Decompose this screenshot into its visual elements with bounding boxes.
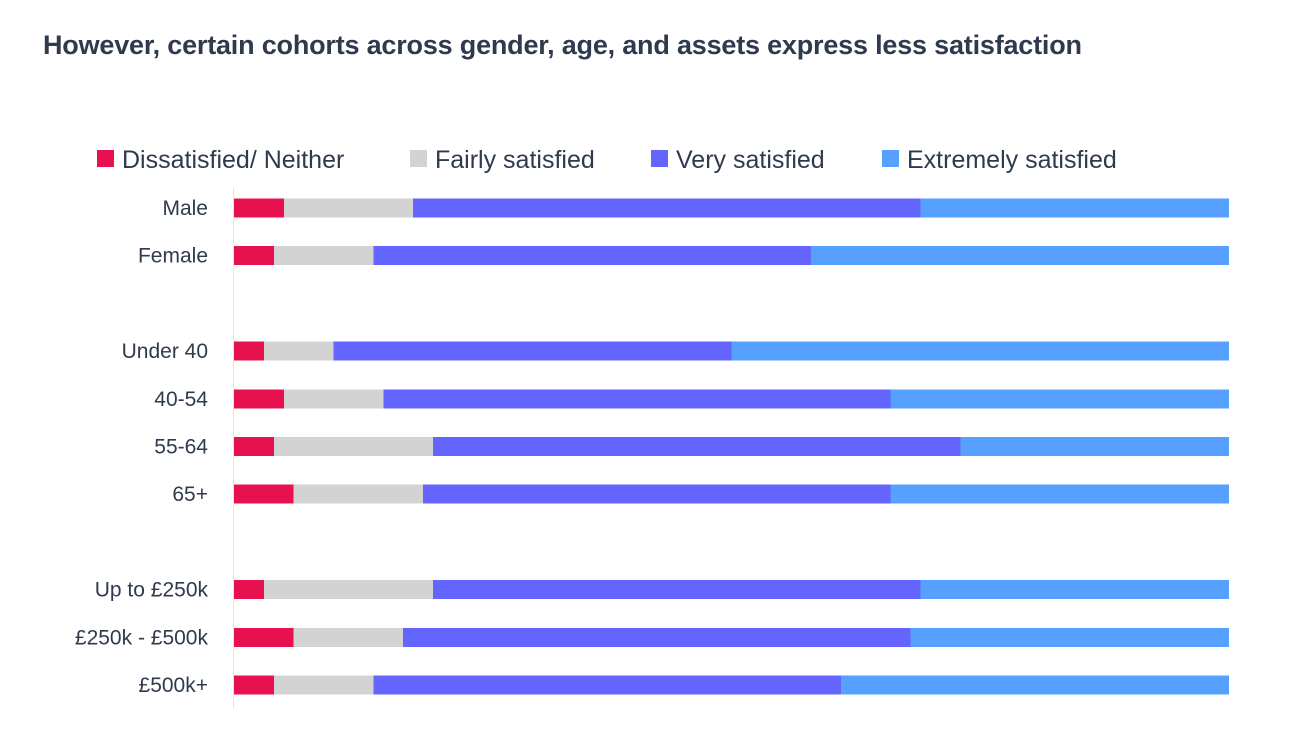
legend-swatch-fairly-satisfied [410, 150, 427, 167]
bar-row-male [234, 198, 1229, 218]
bar-row-55-64 [234, 437, 1229, 456]
bar-segment-male-very-satisfied [413, 198, 921, 218]
bar-segment-gbp500k-extremely-satisfied [840, 675, 1229, 695]
category-label-65: 65+ [172, 483, 208, 506]
bar-segment-male-extremely-satisfied [920, 198, 1229, 218]
bar-segment-65-very-satisfied [423, 484, 891, 504]
bar-segment-female-extremely-satisfied [811, 246, 1229, 266]
bar-segment-gbp500k-very-satisfied [373, 675, 841, 695]
chart-title: However, certain cohorts across gender, … [43, 30, 1082, 60]
bar-segment-gbp250k-gbp500k-dissatisfied-neither [234, 627, 294, 647]
bar-segment-55-64-extremely-satisfied [960, 437, 1229, 456]
bar-segment-female-fairly-satisfied [273, 246, 374, 266]
legend-swatch-extremely-satisfied [882, 150, 899, 167]
category-label-40-54: 40-54 [154, 388, 208, 411]
bar-segment-under-40-dissatisfied-neither [234, 341, 264, 361]
bar-row-gbp500k [234, 675, 1229, 695]
legend-swatch-very-satisfied [651, 150, 668, 167]
bar-segment-female-very-satisfied [373, 246, 812, 266]
bar-segment-55-64-dissatisfied-neither [234, 437, 274, 456]
bar-segment-55-64-fairly-satisfied [273, 437, 433, 456]
legend-label-fairly-satisfied: Fairly satisfied [435, 146, 595, 174]
bar-segment-40-54-extremely-satisfied [890, 389, 1229, 409]
bar-segment-male-fairly-satisfied [283, 198, 414, 218]
bar-row-40-54 [234, 389, 1229, 409]
bar-segment-gbp500k-dissatisfied-neither [234, 675, 274, 695]
category-label-gbp250k-gbp500k: £250k - £500k [75, 626, 209, 649]
bar-segment-65-fairly-satisfied [293, 484, 424, 504]
bar-segments [234, 198, 1229, 695]
bar-segment-65-dissatisfied-neither [234, 484, 294, 504]
bar-segment-up-to-gbp250k-very-satisfied [433, 580, 921, 600]
bar-segment-male-dissatisfied-neither [234, 198, 284, 218]
bar-row-up-to-gbp250k [234, 580, 1229, 600]
bar-segment-40-54-very-satisfied [383, 389, 891, 409]
bar-segment-under-40-extremely-satisfied [731, 341, 1229, 361]
bar-segment-up-to-gbp250k-fairly-satisfied [263, 580, 433, 600]
bar-row-gbp250k-gbp500k [234, 627, 1229, 647]
bar-segment-under-40-fairly-satisfied [263, 341, 334, 361]
bar-row-female [234, 246, 1229, 266]
category-label-female: Female [138, 245, 208, 268]
bar-segment-65-extremely-satisfied [890, 484, 1229, 504]
category-label-gbp500k: £500k+ [139, 674, 208, 697]
bar-segment-gbp250k-gbp500k-fairly-satisfied [293, 627, 404, 647]
category-label-under-40: Under 40 [122, 340, 208, 363]
legend-label-very-satisfied: Very satisfied [676, 146, 825, 174]
legend-label-extremely-satisfied: Extremely satisfied [907, 146, 1117, 174]
bar-segment-40-54-dissatisfied-neither [234, 389, 284, 409]
bar-segment-40-54-fairly-satisfied [283, 389, 384, 409]
legend-swatch-dissatisfied-neither [97, 150, 114, 167]
bar-segment-up-to-gbp250k-extremely-satisfied [920, 580, 1229, 600]
bar-segment-up-to-gbp250k-dissatisfied-neither [234, 580, 264, 600]
bar-segment-under-40-very-satisfied [333, 341, 732, 361]
category-labels: Male Female Under 40 40-54 55-64 65+ Up to £25… [75, 197, 209, 697]
category-label-55-64: 55-64 [154, 436, 208, 459]
bar-row-65 [234, 484, 1229, 504]
bar-segment-female-dissatisfied-neither [234, 246, 274, 266]
bar-row-under-40 [234, 341, 1229, 361]
category-label-up-to-gbp250k: Up to £250k [95, 579, 209, 602]
bar-segment-gbp250k-gbp500k-extremely-satisfied [910, 627, 1229, 647]
bar-segment-55-64-very-satisfied [433, 437, 961, 456]
chart-legend: Dissatisfied/ Neither Fairly satisfied Ver… [97, 146, 1117, 174]
legend-label-dissatisfied-neither: Dissatisfied/ Neither [122, 146, 344, 174]
bar-segment-gbp500k-fairly-satisfied [273, 675, 374, 695]
bar-segment-gbp250k-gbp500k-very-satisfied [403, 627, 911, 647]
category-label-male: Male [162, 197, 208, 220]
